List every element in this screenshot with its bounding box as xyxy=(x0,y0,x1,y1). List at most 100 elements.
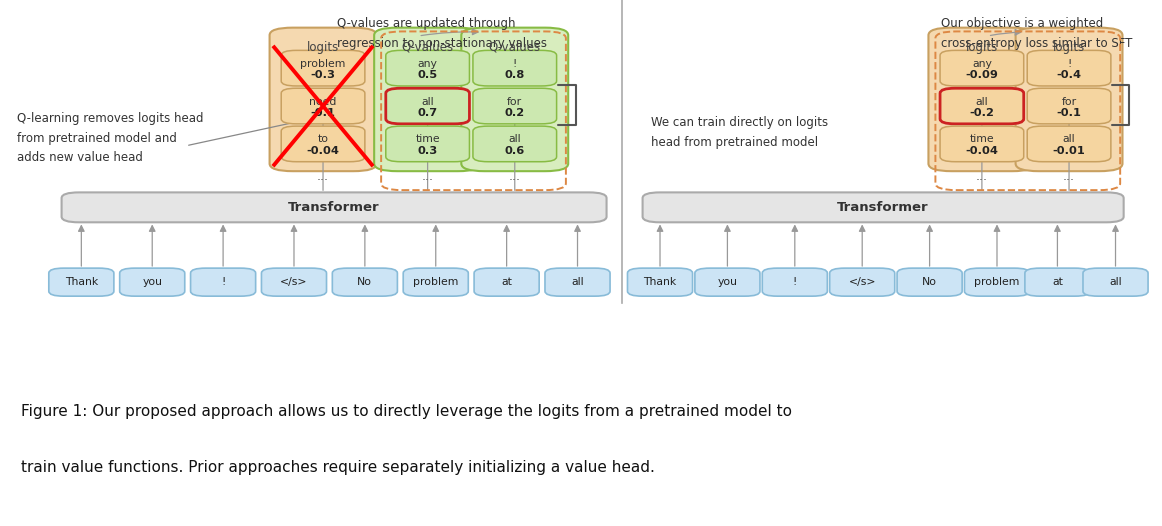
Text: -0.04: -0.04 xyxy=(966,146,998,156)
Text: ...: ... xyxy=(1063,169,1075,183)
FancyBboxPatch shape xyxy=(1027,126,1111,161)
Text: No: No xyxy=(358,277,372,287)
Text: any: any xyxy=(971,59,992,69)
Text: ...: ... xyxy=(976,169,988,183)
Text: all: all xyxy=(422,97,433,107)
Text: Transformer: Transformer xyxy=(838,201,928,214)
Text: -0.1: -0.1 xyxy=(1056,108,1082,118)
FancyBboxPatch shape xyxy=(762,268,827,296)
Text: -0.3: -0.3 xyxy=(310,70,336,80)
Text: -0.1: -0.1 xyxy=(310,108,336,118)
FancyBboxPatch shape xyxy=(897,268,962,296)
Text: 0.8: 0.8 xyxy=(504,70,525,80)
Text: problem: problem xyxy=(300,59,346,69)
Text: time: time xyxy=(969,135,995,145)
FancyBboxPatch shape xyxy=(643,193,1124,222)
FancyBboxPatch shape xyxy=(1083,268,1148,296)
Text: </s>: </s> xyxy=(848,277,876,287)
Text: all: all xyxy=(1110,277,1121,287)
Text: all: all xyxy=(1063,135,1075,145)
Text: time: time xyxy=(415,135,440,145)
Text: logits: logits xyxy=(1053,41,1085,54)
Text: all: all xyxy=(509,135,521,145)
FancyBboxPatch shape xyxy=(374,28,481,171)
FancyBboxPatch shape xyxy=(473,50,557,86)
Text: Our objective is a weighted
cross-entropy loss similar to SFT: Our objective is a weighted cross-entrop… xyxy=(941,17,1133,49)
Text: No: No xyxy=(923,277,937,287)
Text: !: ! xyxy=(221,277,225,287)
Text: logits: logits xyxy=(307,41,339,54)
Text: Q-learning removes logits head
from pretrained model and
adds new value head: Q-learning removes logits head from pret… xyxy=(17,112,203,164)
Text: -0.01: -0.01 xyxy=(1053,146,1085,156)
FancyBboxPatch shape xyxy=(120,268,185,296)
FancyBboxPatch shape xyxy=(270,28,376,171)
FancyBboxPatch shape xyxy=(403,268,468,296)
Text: -0.2: -0.2 xyxy=(969,108,995,118)
Text: 0.2: 0.2 xyxy=(504,108,525,118)
Text: -0.09: -0.09 xyxy=(966,70,998,80)
FancyBboxPatch shape xyxy=(461,28,568,171)
FancyBboxPatch shape xyxy=(1027,50,1111,86)
Text: Q-values: Q-values xyxy=(402,41,453,54)
Text: Q-values: Q-values xyxy=(489,41,540,54)
Text: ...: ... xyxy=(317,169,329,183)
FancyBboxPatch shape xyxy=(473,88,557,124)
FancyBboxPatch shape xyxy=(830,268,895,296)
Text: Q-values are updated through
regression to non-stationary values: Q-values are updated through regression … xyxy=(337,17,547,49)
FancyBboxPatch shape xyxy=(332,268,397,296)
Text: Transformer: Transformer xyxy=(288,201,380,214)
Text: at: at xyxy=(501,277,512,287)
Text: need: need xyxy=(309,97,337,107)
Text: you: you xyxy=(142,277,163,287)
Text: all: all xyxy=(976,97,988,107)
FancyBboxPatch shape xyxy=(62,193,607,222)
Text: you: you xyxy=(717,277,738,287)
Text: 0.3: 0.3 xyxy=(417,146,438,156)
Text: to: to xyxy=(317,135,329,145)
FancyBboxPatch shape xyxy=(281,126,365,161)
FancyBboxPatch shape xyxy=(940,126,1024,161)
FancyBboxPatch shape xyxy=(1025,268,1090,296)
Text: train value functions. Prior approaches require separately initializing a value : train value functions. Prior approaches … xyxy=(21,460,655,476)
Text: Figure 1: Our proposed approach allows us to directly leverage the logits from a: Figure 1: Our proposed approach allows u… xyxy=(21,404,792,419)
Text: -0.4: -0.4 xyxy=(1056,70,1082,80)
Text: for: for xyxy=(507,97,523,107)
Text: 0.7: 0.7 xyxy=(417,108,438,118)
Text: Thank: Thank xyxy=(644,277,676,287)
Text: any: any xyxy=(417,59,438,69)
Text: -0.04: -0.04 xyxy=(307,146,339,156)
Text: ...: ... xyxy=(509,169,521,183)
Text: !: ! xyxy=(512,59,517,69)
FancyBboxPatch shape xyxy=(928,28,1035,171)
FancyBboxPatch shape xyxy=(695,268,760,296)
Text: logits: logits xyxy=(966,41,998,54)
Text: problem: problem xyxy=(413,277,459,287)
Text: Thank: Thank xyxy=(65,277,98,287)
FancyBboxPatch shape xyxy=(964,268,1030,296)
FancyBboxPatch shape xyxy=(474,268,539,296)
FancyBboxPatch shape xyxy=(261,268,327,296)
FancyBboxPatch shape xyxy=(386,50,469,86)
Text: for: for xyxy=(1061,97,1077,107)
Text: !: ! xyxy=(1067,59,1071,69)
Text: problem: problem xyxy=(974,277,1020,287)
Text: ...: ... xyxy=(422,169,433,183)
FancyBboxPatch shape xyxy=(1027,88,1111,124)
Text: 0.5: 0.5 xyxy=(417,70,438,80)
FancyBboxPatch shape xyxy=(627,268,693,296)
FancyBboxPatch shape xyxy=(191,268,256,296)
Text: </s>: </s> xyxy=(280,277,308,287)
Text: 0.6: 0.6 xyxy=(504,146,525,156)
Text: !: ! xyxy=(792,277,797,287)
FancyBboxPatch shape xyxy=(386,126,469,161)
Text: all: all xyxy=(572,277,583,287)
Text: at: at xyxy=(1052,277,1063,287)
FancyBboxPatch shape xyxy=(1016,28,1122,171)
FancyBboxPatch shape xyxy=(386,88,469,124)
FancyBboxPatch shape xyxy=(940,50,1024,86)
Text: We can train directly on logits
head from pretrained model: We can train directly on logits head fro… xyxy=(651,116,827,149)
FancyBboxPatch shape xyxy=(49,268,114,296)
FancyBboxPatch shape xyxy=(545,268,610,296)
FancyBboxPatch shape xyxy=(940,88,1024,124)
FancyBboxPatch shape xyxy=(473,126,557,161)
